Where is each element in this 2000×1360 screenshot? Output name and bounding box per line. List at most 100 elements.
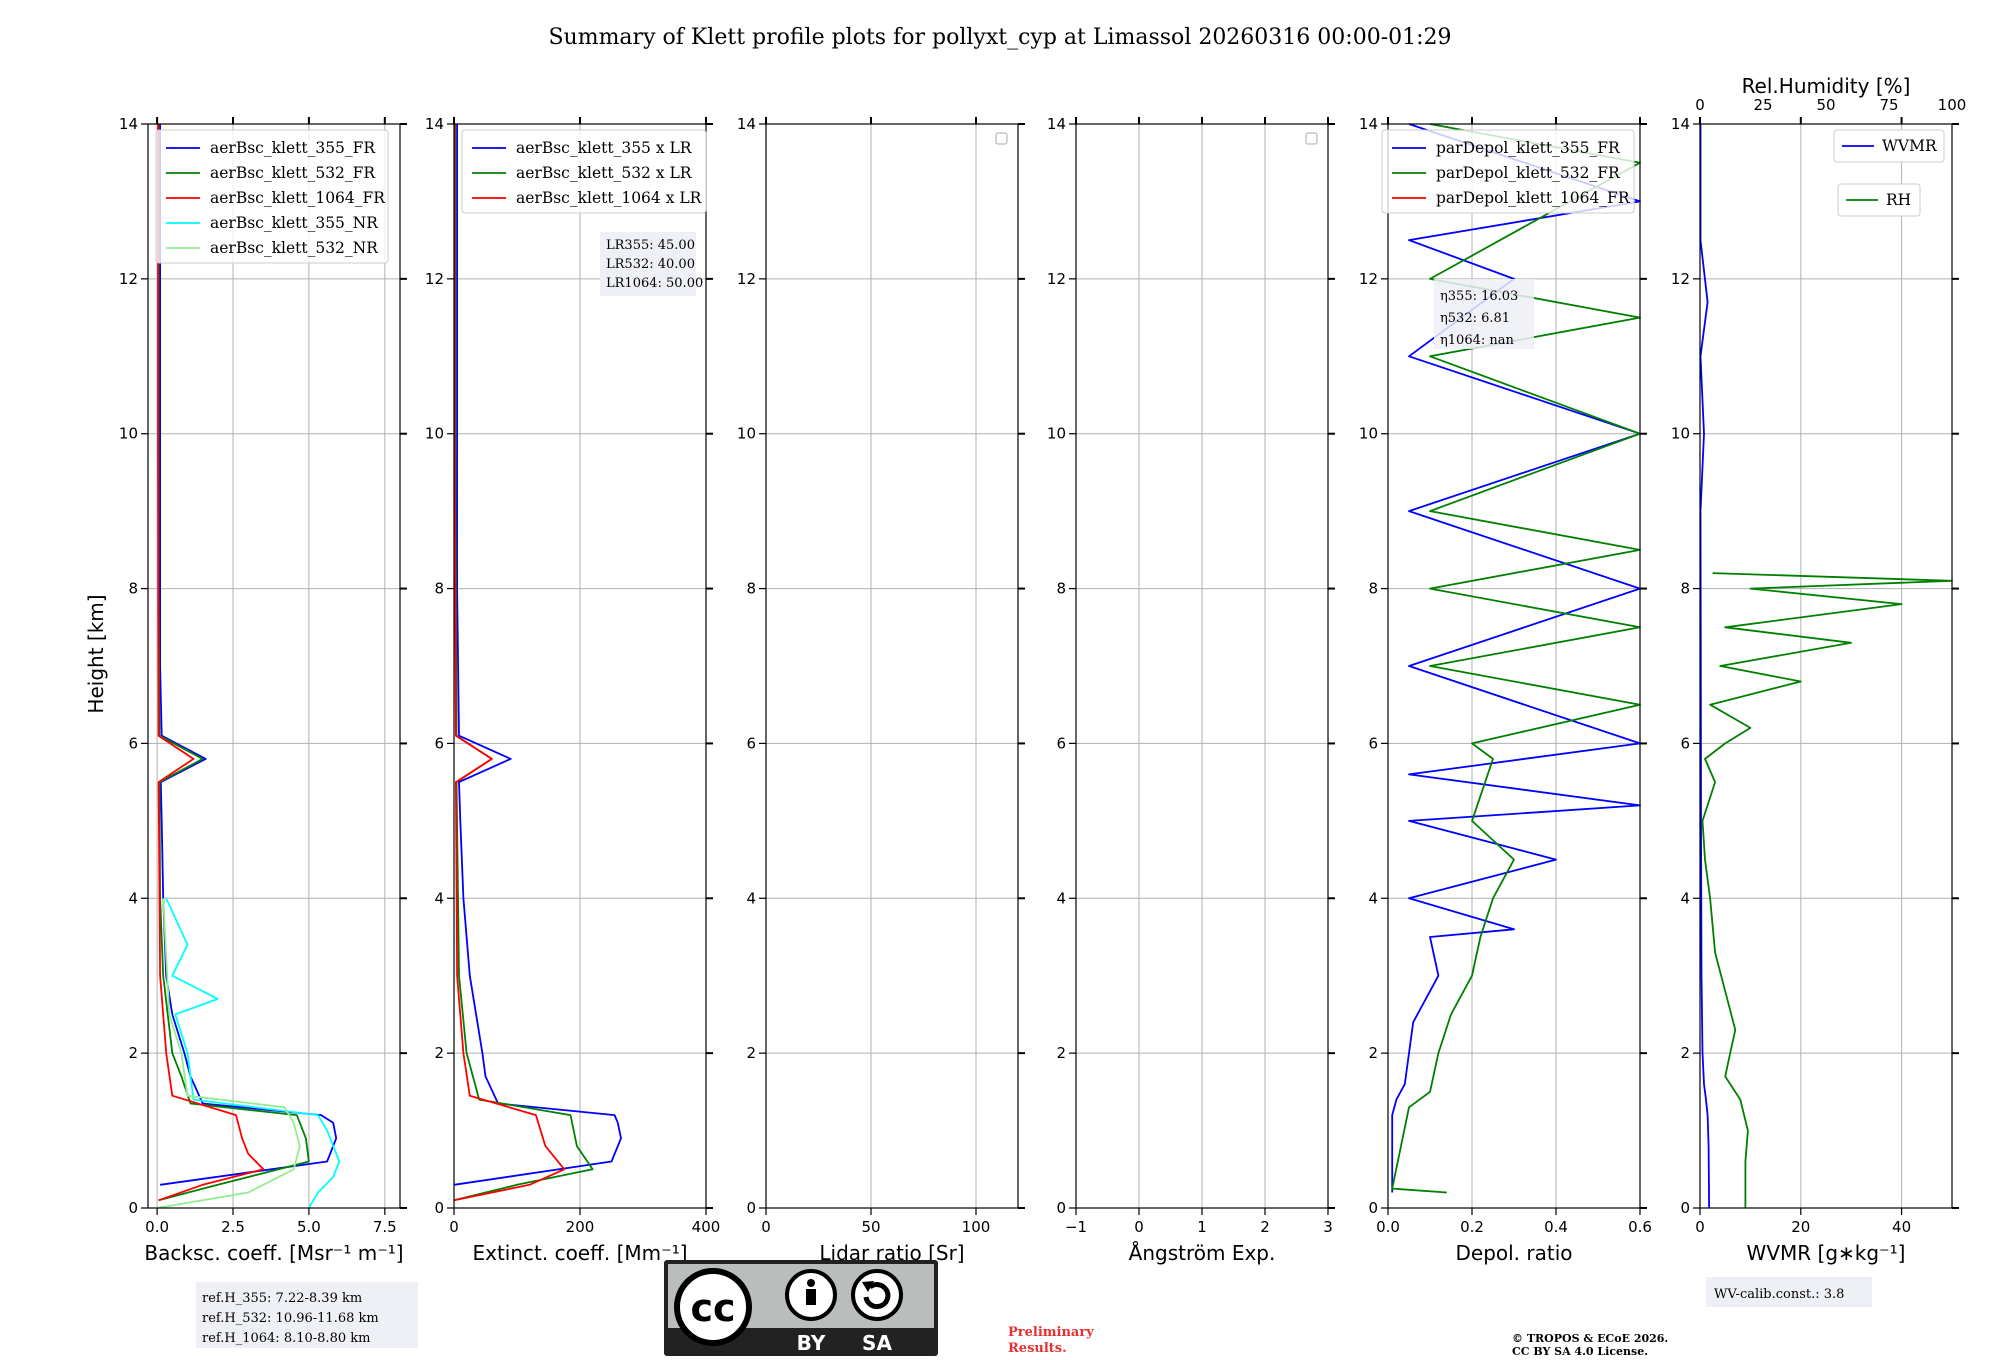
ref-height-note: ref.H_532: 10.96-11.68 km	[202, 1311, 379, 1326]
top-x-tick-label: 75	[1879, 96, 1898, 114]
y-tick-label: 2	[746, 1044, 756, 1062]
y-tick-label: 14	[1047, 115, 1066, 133]
y-tick-label: 8	[434, 580, 444, 598]
x-tick-label: 0	[761, 1218, 771, 1236]
empty-legend-icon	[1305, 132, 1318, 145]
x-tick-label: −1	[1065, 1218, 1087, 1236]
x-tick-label: 0.4	[1544, 1218, 1568, 1236]
cc-license-badge: cc BY SA	[664, 1260, 938, 1356]
y-tick-label: 10	[1047, 425, 1066, 443]
legend-box: aerBsc_klett_355 x LR aerBsc_klett_532 x …	[461, 129, 707, 214]
x-tick-label: 0.2	[1460, 1218, 1484, 1236]
panel-wv: 0 2 4 6 8 10 12 14 0 20 40 0 25 50 75 100 Rel.Humidity […	[1671, 74, 1966, 1265]
sa-label: SA	[862, 1331, 892, 1355]
y-tick-label: 10	[737, 425, 756, 443]
preliminary-label: Preliminary	[1008, 1325, 1094, 1340]
series-line-aerbsc-klett-355-fr	[159, 124, 338, 1186]
legend-entry: RH	[1886, 191, 1911, 209]
y-tick-label: 12	[425, 270, 444, 288]
legend-frame	[461, 129, 707, 214]
cc-logo-text: cc	[690, 1286, 735, 1330]
x-tick-label: 0.6	[1628, 1218, 1652, 1236]
y-tick-label: 4	[1680, 889, 1690, 907]
series-line-aerbsc-klett-532-fr	[157, 124, 310, 1202]
legend-entry: parDepol_klett_532_FR	[1436, 164, 1621, 182]
y-tick-label: 14	[1359, 115, 1378, 133]
x-tick-label: 100	[962, 1218, 991, 1236]
series-line-pardepol-klett-355-fr	[1391, 123, 1641, 1193]
y-tick-label: 8	[1056, 580, 1066, 598]
y-tick-label: 2	[128, 1044, 138, 1062]
x-axis-label: WVMR [g∗kg⁻¹]	[1747, 1241, 1906, 1265]
sa-arrow-arc	[863, 1282, 891, 1310]
x-tick-label: 1	[1197, 1218, 1207, 1236]
y-tick-label: 10	[1359, 425, 1378, 443]
figure-title: Summary of Klett profile plots for polly…	[548, 25, 1451, 50]
ref-height-note: ref.H_1064: 8.10-8.80 km	[202, 1331, 370, 1346]
x-tick-label: 400	[692, 1218, 721, 1236]
series-line-aerbsc-klett-355-x-lr	[453, 124, 622, 1186]
y-tick-label: 4	[128, 889, 138, 907]
y-axis-label: Height [km]	[84, 594, 108, 713]
legend-box: parDepol_klett_355_FR parDepol_klett_532_…	[1381, 129, 1635, 214]
y-tick-label: 6	[1056, 734, 1066, 752]
lidar-ratio-note: LR532: 40.00	[606, 257, 695, 272]
y-tick-label: 6	[1368, 734, 1378, 752]
y-tick-label: 6	[1680, 734, 1690, 752]
y-tick-label: 4	[1056, 889, 1066, 907]
legend-entry: aerBsc_klett_1064 x LR	[516, 189, 703, 207]
y-tick-label: 14	[1671, 115, 1690, 133]
top-x-tick-label: 0	[1695, 96, 1705, 114]
x-tick-label: 5.0	[297, 1218, 321, 1236]
series-line-aerbsc-klett-1064-x-lr	[453, 124, 566, 1202]
x-tick-label: 0	[1695, 1218, 1705, 1236]
eta-note: η532: 6.81	[1440, 311, 1510, 326]
legend-entry: aerBsc_klett_532_FR	[210, 164, 376, 182]
axes-frame	[1387, 123, 1641, 1209]
y-tick-label: 8	[1680, 580, 1690, 598]
by-person-body	[806, 1289, 816, 1305]
legend-frame	[1837, 183, 1921, 217]
y-tick-label: 10	[119, 425, 138, 443]
series-line-aerbsc-klett-1064-fr	[157, 124, 265, 1202]
x-axis-label: Extinct. coeff. [Mm⁻¹]	[472, 1241, 687, 1265]
x-axis-label: Ångström Exp.	[1129, 1241, 1276, 1265]
y-tick-label: 0	[1680, 1199, 1690, 1217]
series-line-pardepol-klett-532-fr	[1391, 123, 1641, 1194]
series-line-rh	[1701, 572, 1953, 1208]
x-tick-label: 20	[1791, 1218, 1810, 1236]
legend-entry: aerBsc_klett_355_FR	[210, 139, 376, 157]
panel-dep: 0 2 4 6 8 10 12 14 0.0 0.2 0.4 0.6 Depol. ratio parDe…	[1359, 115, 1652, 1265]
y-tick-label: 12	[737, 270, 756, 288]
y-tick-label: 2	[1680, 1044, 1690, 1062]
y-tick-label: 4	[434, 889, 444, 907]
x-tick-label: 40	[1892, 1218, 1911, 1236]
legend-entry: aerBsc_klett_1064_FR	[210, 189, 386, 207]
sa-arrow-head	[862, 1281, 874, 1292]
x-tick-label: 7.5	[373, 1218, 397, 1236]
legend-entry: parDepol_klett_1064_FR	[1436, 189, 1631, 207]
cc-logo-icon	[674, 1268, 752, 1346]
y-tick-label: 6	[128, 734, 138, 752]
x-tick-label: 0.0	[145, 1218, 169, 1236]
series-line-aerbsc-klett-532-nr	[156, 898, 301, 1209]
top-x-axis-label: Rel.Humidity [%]	[1742, 74, 1911, 98]
legend-entry: aerBsc_klett_355 x LR	[516, 139, 693, 157]
x-tick-label: 200	[566, 1218, 595, 1236]
x-axis-label: Backsc. coeff. [Msr⁻¹ m⁻¹]	[144, 1241, 403, 1265]
x-tick-label: 3	[1323, 1218, 1333, 1236]
y-tick-label: 4	[1368, 889, 1378, 907]
y-tick-label: 8	[746, 580, 756, 598]
eta-box	[1434, 279, 1534, 349]
series-line-wvmr	[1699, 124, 1710, 1209]
y-tick-label: 2	[1056, 1044, 1066, 1062]
y-tick-label: 14	[119, 115, 138, 133]
lidar-ratio-note: LR1064: 50.00	[606, 276, 703, 291]
by-label: BY	[797, 1331, 826, 1355]
top-x-tick-label: 100	[1938, 96, 1967, 114]
y-tick-label: 4	[746, 889, 756, 907]
x-tick-label: 0.0	[1376, 1218, 1400, 1236]
legend-entry: aerBsc_klett_355_NR	[210, 214, 379, 232]
